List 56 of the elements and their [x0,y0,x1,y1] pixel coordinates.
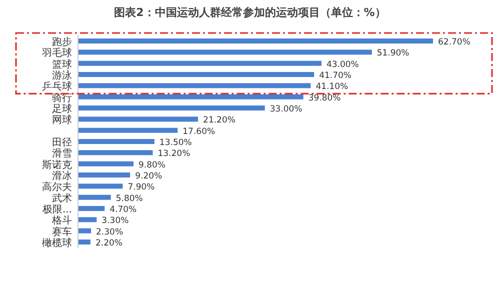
bar [78,172,130,178]
data-label: 7.90% [128,182,155,193]
data-label: 2.30% [96,227,124,238]
data-label: 9.80% [138,160,166,170]
y-tick-label: 滑雪 [52,148,72,160]
bar [78,150,153,156]
bar [78,139,154,144]
y-tick-label: 赛车 [52,226,72,238]
bar [78,94,304,100]
data-label: 41.70% [319,71,352,81]
data-label: 3.30% [102,216,129,226]
y-tick-label: 羽毛球 [42,47,72,60]
data-label: 62.70% [438,38,470,48]
bar [78,128,178,133]
y-tick-label: 斯诺克 [42,158,72,171]
data-label: 17.60% [182,126,216,137]
data-label: 33.00% [270,104,302,114]
bar [78,38,433,44]
y-tick-label: 田径 [52,138,72,148]
y-tick-label: 高尔夫 [42,181,72,194]
data-label: 13.50% [159,138,192,148]
bar [78,161,134,166]
bar [78,72,314,77]
y-tick-label: 武术 [52,192,72,204]
bar [78,240,90,244]
y-tick-label: 网球 [52,114,72,126]
y-tick-label: 格斗 [51,214,72,227]
bar [78,83,311,88]
bar [78,228,92,234]
y-tick-label: 滑冰 [52,170,72,182]
chart-title: 图表2：中国运动人群经常参加的运动项目（单位：%） [114,6,386,19]
data-label: 5.80% [116,194,143,204]
data-label: 13.20% [158,149,190,160]
bar [78,116,198,122]
bar [78,106,265,110]
y-tick-label: 足球 [52,103,72,115]
y-tick-label: 极限... [41,204,72,216]
data-label: 21.20% [203,116,236,126]
y-tick-label: 乒乓球 [42,80,72,93]
data-label: 4.70% [110,205,137,215]
y-tick-label: 游泳 [52,70,72,82]
y-tick-label: 跑步 [52,36,72,48]
y-tick-label: 橄榄球 [42,237,72,249]
data-label: 9.20% [135,172,162,182]
data-label: 43.00% [326,60,359,70]
bar [78,184,123,189]
bar [78,206,105,211]
bar [78,217,97,222]
data-label: 2.20% [95,238,122,248]
bar [78,50,372,55]
bar [78,60,322,66]
data-label: 51.90% [376,48,410,59]
data-label: 41.10% [316,82,348,92]
y-tick-label: 篮球 [52,58,72,70]
data-label: 39.80% [308,93,341,104]
bar [78,194,111,200]
